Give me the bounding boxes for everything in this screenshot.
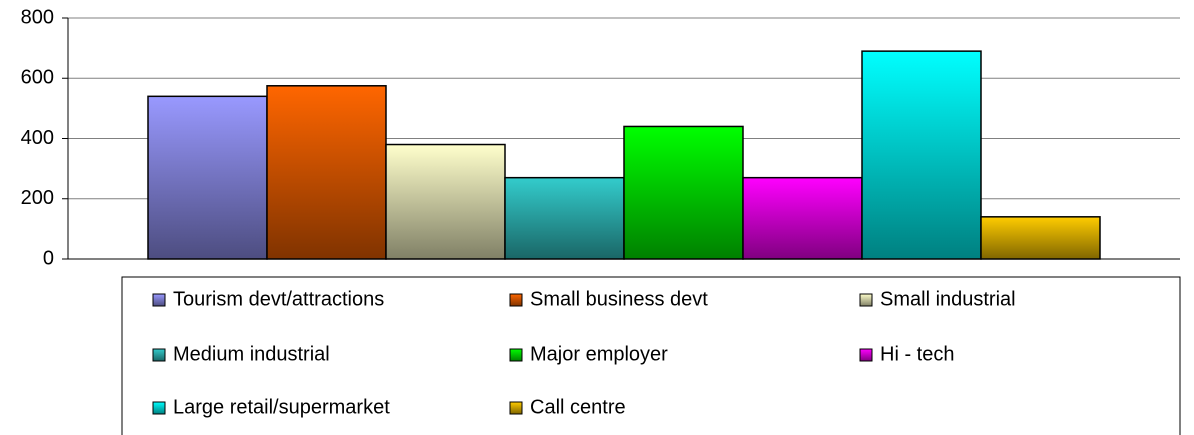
legend-label: Small business devt [530, 288, 708, 310]
y-tick-label: 200 [21, 187, 54, 209]
y-tick-label: 600 [21, 67, 54, 89]
y-tick-label: 800 [21, 6, 54, 28]
bar [385, 143, 506, 260]
legend-label: Tourism devt/attractions [173, 288, 384, 310]
bar [742, 176, 863, 260]
legend-box [121, 276, 1181, 435]
legend-swatch [152, 293, 166, 307]
legend-swatch [152, 401, 166, 415]
y-tick-label: 400 [21, 127, 54, 149]
bar [504, 176, 625, 260]
bar [147, 95, 268, 260]
bar [623, 125, 744, 260]
legend-label: Hi - tech [880, 343, 954, 365]
bar [861, 50, 982, 260]
legend-label: Small industrial [880, 288, 1016, 310]
legend-label: Call centre [530, 396, 626, 418]
legend-swatch [509, 348, 523, 362]
legend-swatch [509, 293, 523, 307]
bar [266, 85, 387, 260]
legend-swatch [859, 348, 873, 362]
legend-label: Large retail/supermarket [173, 396, 390, 418]
bar [980, 216, 1101, 260]
y-tick-label: 0 [43, 247, 54, 269]
legend-label: Major employer [530, 343, 668, 365]
legend-label: Medium industrial [173, 343, 330, 365]
legend-swatch [859, 293, 873, 307]
legend-swatch [509, 401, 523, 415]
legend-swatch [152, 348, 166, 362]
